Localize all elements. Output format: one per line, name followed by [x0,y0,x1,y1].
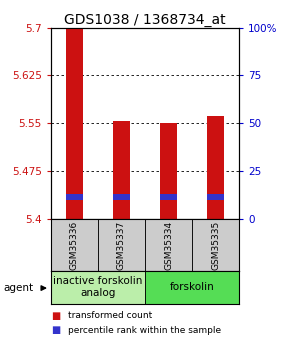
Bar [145,219,192,271]
Bar [51,219,98,271]
Bar [207,194,224,200]
Text: ■: ■ [51,325,60,335]
Text: transformed count: transformed count [68,311,153,320]
Text: percentile rank within the sample: percentile rank within the sample [68,326,221,335]
Bar [66,194,83,200]
Text: forskolin: forskolin [170,282,215,292]
Text: GSM35334: GSM35334 [164,220,173,269]
Bar [160,194,177,200]
Bar [207,116,224,219]
Text: agent: agent [3,283,33,293]
Bar [113,121,130,219]
Bar [145,271,239,304]
Bar [192,219,239,271]
Text: GSM35337: GSM35337 [117,220,126,269]
Bar [113,194,130,200]
Bar [160,123,177,219]
Text: GSM35336: GSM35336 [70,220,79,269]
Text: GSM35335: GSM35335 [211,220,220,269]
Text: inactive forskolin
analog: inactive forskolin analog [53,276,143,298]
Bar [51,271,145,304]
Bar [98,219,145,271]
Text: ■: ■ [51,311,60,321]
Title: GDS1038 / 1368734_at: GDS1038 / 1368734_at [64,12,226,27]
Bar [66,28,83,219]
